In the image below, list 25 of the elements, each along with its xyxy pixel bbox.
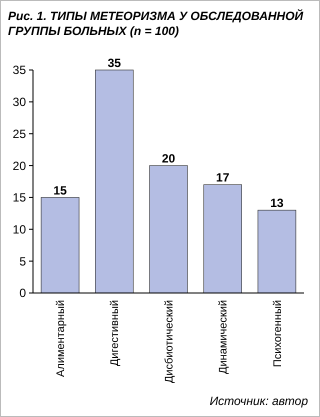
x-tick-label: Дигестивный xyxy=(109,300,122,366)
text: Источник: автор xyxy=(210,394,308,408)
data-label: 13 xyxy=(270,196,284,210)
y-tick-label: 25 xyxy=(12,126,26,141)
data-label: 15 xyxy=(53,183,68,198)
chart-title: Рис. 1. ТИПЫ МЕТЕОРИЗМА У ОБСЛЕДОВАННОЙ ГРУППЫ БОЛЬНЫХ (n = 100) xyxy=(8,9,304,38)
bar xyxy=(258,210,296,294)
y-tick-label: 5 xyxy=(19,254,26,268)
bar xyxy=(149,165,188,294)
data-label: 35 xyxy=(108,56,122,70)
y-tick-label: 30 xyxy=(12,95,26,110)
data-label: 20 xyxy=(162,152,176,166)
data-label: 17 xyxy=(216,170,230,185)
y-tick-label: 35 xyxy=(12,63,26,78)
y-tick-label: 0 xyxy=(19,286,26,300)
x-tick-label: Алиментарный xyxy=(54,300,67,377)
bar xyxy=(40,197,80,294)
x-tick-label: Динамический xyxy=(218,300,230,374)
y-tick-label: 15 xyxy=(12,190,26,205)
y-tick-label: 10 xyxy=(12,222,26,236)
x-tick-label: Психогенный xyxy=(272,300,284,368)
y-tick-label: 20 xyxy=(12,158,26,173)
x-tick-label: Дисбиотический xyxy=(163,300,176,384)
bar xyxy=(95,70,134,294)
bar xyxy=(203,184,242,294)
